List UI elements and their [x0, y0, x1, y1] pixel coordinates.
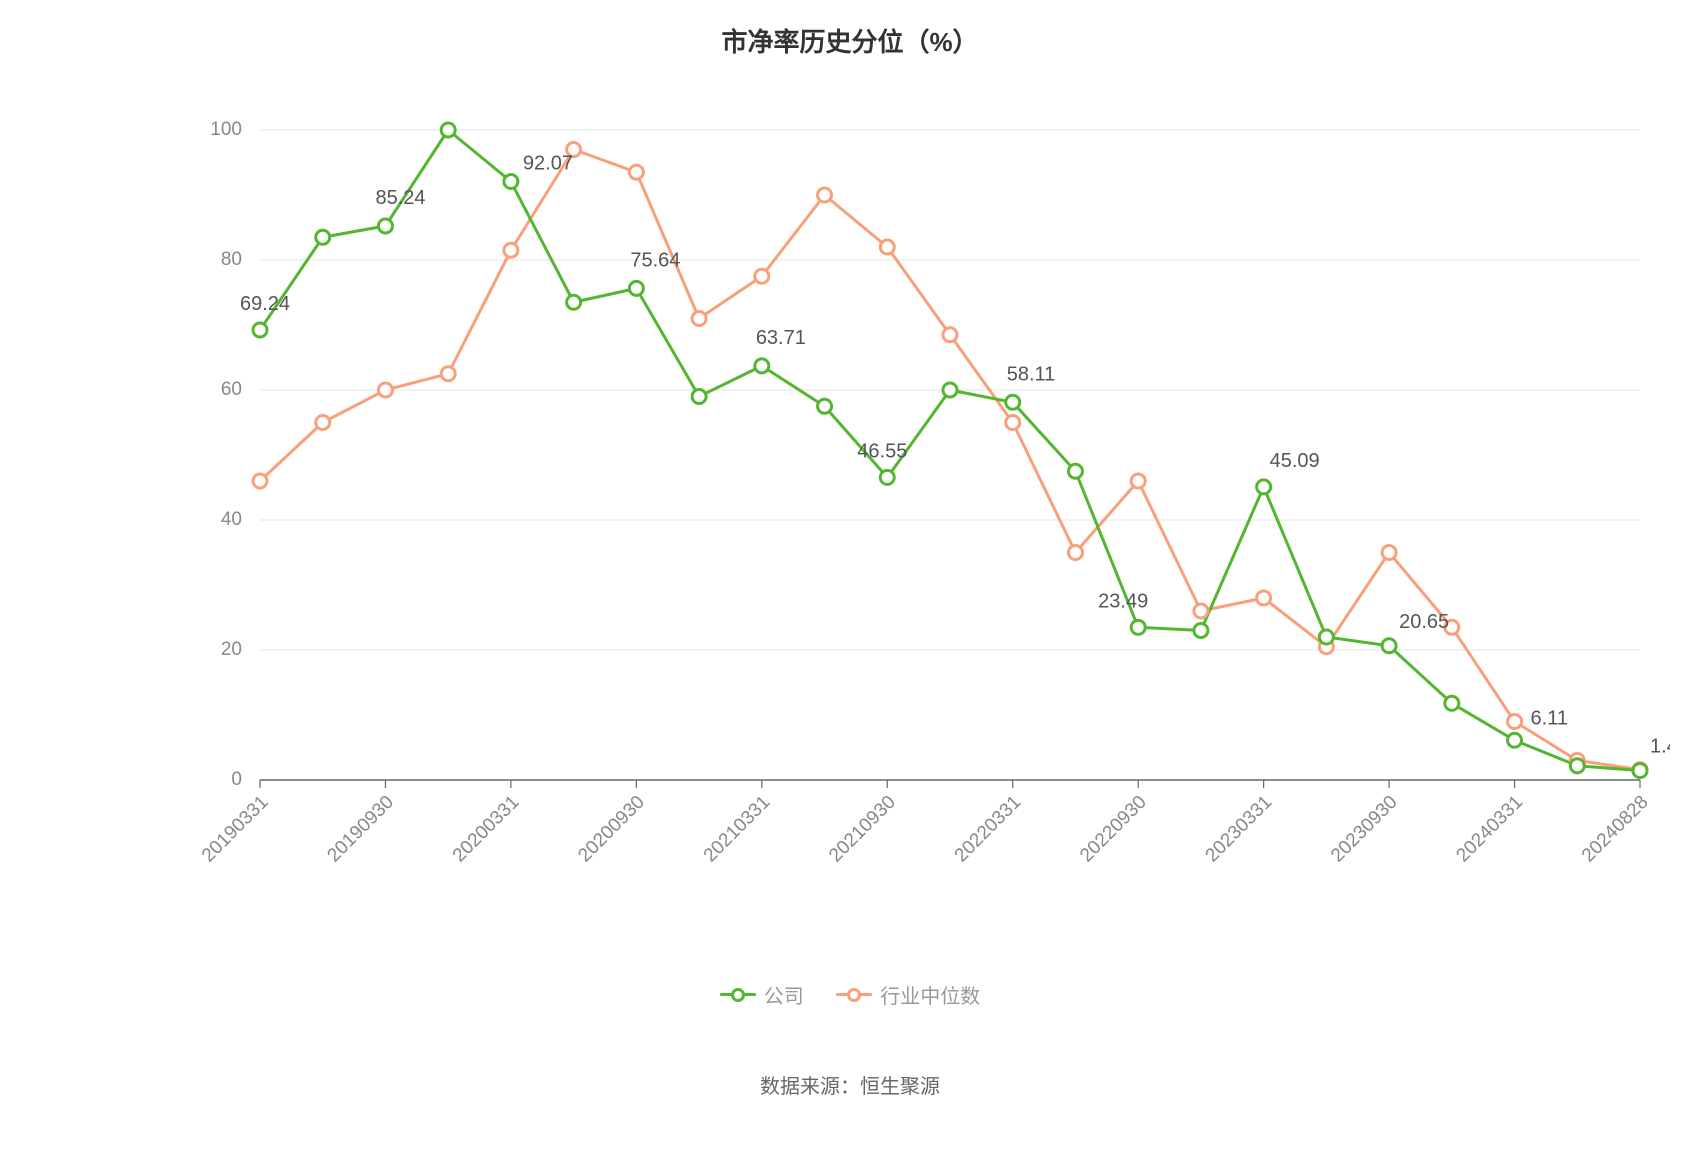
series-point-industry[interactable] [1068, 546, 1082, 560]
data-label: 58.11 [1007, 363, 1056, 385]
series-point-industry[interactable] [1257, 591, 1271, 605]
series-point-industry[interactable] [1508, 715, 1522, 729]
legend-label-industry: 行业中位数 [880, 980, 980, 1009]
x-tick-label: 20190930 [323, 792, 398, 867]
series-line-industry [260, 150, 1640, 770]
chart-title: 市净率历史分位（%） [0, 22, 1700, 59]
series-point-industry[interactable] [755, 269, 769, 283]
series-point-company[interactable] [943, 383, 957, 397]
x-tick-label: 20240828 [1578, 792, 1653, 867]
data-label: 45.09 [1270, 450, 1320, 472]
series-point-company[interactable] [1068, 464, 1082, 478]
x-tick-label: 20200331 [449, 792, 524, 867]
series-point-industry[interactable] [1006, 416, 1020, 430]
series-point-industry[interactable] [1382, 546, 1396, 560]
series-point-industry[interactable] [692, 312, 706, 326]
series-point-company[interactable] [253, 323, 267, 337]
x-tick-label: 20200930 [574, 792, 649, 867]
series-point-company[interactable] [755, 359, 769, 373]
series-point-company[interactable] [504, 175, 518, 189]
x-tick-label: 20190331 [198, 792, 273, 867]
series-point-company[interactable] [1319, 630, 1333, 644]
series-point-industry[interactable] [943, 328, 957, 342]
data-label: 85.24 [375, 187, 425, 209]
series-point-industry[interactable] [441, 367, 455, 381]
series-point-industry[interactable] [504, 243, 518, 257]
x-tick-label: 20230331 [1202, 792, 1277, 867]
series-point-company[interactable] [818, 399, 832, 413]
data-label: 69.24 [240, 293, 290, 315]
legend: 公司 行业中位数 [0, 980, 1700, 1009]
series-point-company[interactable] [378, 219, 392, 233]
series-point-company[interactable] [1194, 624, 1208, 638]
series-point-company[interactable] [629, 281, 643, 295]
x-tick-label: 20230930 [1327, 792, 1402, 867]
x-tick-label: 20210331 [700, 792, 775, 867]
series-point-industry[interactable] [880, 240, 894, 254]
chart-svg: 0 20 40 60 80 100 20190331 20190930 20200331 2020… [30, 80, 1670, 900]
data-label: 63.71 [756, 327, 806, 349]
legend-mark-industry [836, 985, 872, 1005]
x-tick-label: 20240331 [1452, 792, 1527, 867]
series-point-company[interactable] [1006, 395, 1020, 409]
y-tick-label: 80 [221, 249, 242, 270]
series-point-industry[interactable] [316, 416, 330, 430]
data-label: 23.49 [1098, 590, 1148, 612]
chart-area: 0 20 40 60 80 100 20190331 20190930 20200331 2020… [30, 80, 1670, 900]
series-point-industry[interactable] [378, 383, 392, 397]
data-source: 数据来源：恒生聚源 [0, 1070, 1700, 1099]
data-label: 92.07 [523, 153, 573, 175]
series-point-company[interactable] [1508, 733, 1522, 747]
legend-mark-company [720, 985, 756, 1005]
series-point-company[interactable] [441, 123, 455, 137]
data-label: 6.11 [1531, 707, 1568, 729]
y-tick-label: 100 [210, 119, 242, 140]
series-point-company[interactable] [1131, 620, 1145, 634]
legend-label-company: 公司 [764, 980, 804, 1009]
data-label: 46.55 [857, 440, 907, 462]
y-tick-label: 0 [231, 769, 242, 790]
x-tick-label: 20210930 [825, 792, 900, 867]
series-point-company[interactable] [567, 295, 581, 309]
series-point-company[interactable] [316, 230, 330, 244]
series-point-company[interactable] [1570, 759, 1584, 773]
series-point-industry[interactable] [629, 165, 643, 179]
series-line-company [260, 130, 1640, 771]
series-point-company[interactable] [1445, 696, 1459, 710]
x-tick-label: 20220331 [951, 792, 1026, 867]
series-point-industry[interactable] [818, 188, 832, 202]
y-tick-label: 40 [221, 509, 242, 530]
y-tick-label: 60 [221, 379, 242, 400]
series-point-company[interactable] [1382, 639, 1396, 653]
series-point-company[interactable] [1633, 764, 1647, 778]
series-point-company[interactable] [692, 390, 706, 404]
legend-item-company[interactable]: 公司 [720, 980, 804, 1009]
series-point-company[interactable] [1257, 480, 1271, 494]
series-point-company[interactable] [880, 470, 894, 484]
data-label: 20.65 [1399, 611, 1449, 633]
series-point-industry[interactable] [1194, 604, 1208, 618]
x-tick-label: 20220930 [1076, 792, 1151, 867]
series-point-industry[interactable] [1131, 474, 1145, 488]
data-label: 1.45 [1650, 736, 1670, 758]
legend-item-industry[interactable]: 行业中位数 [836, 980, 980, 1009]
y-tick-label: 20 [221, 639, 242, 660]
series-point-industry[interactable] [253, 474, 267, 488]
data-label: 75.64 [630, 249, 680, 271]
